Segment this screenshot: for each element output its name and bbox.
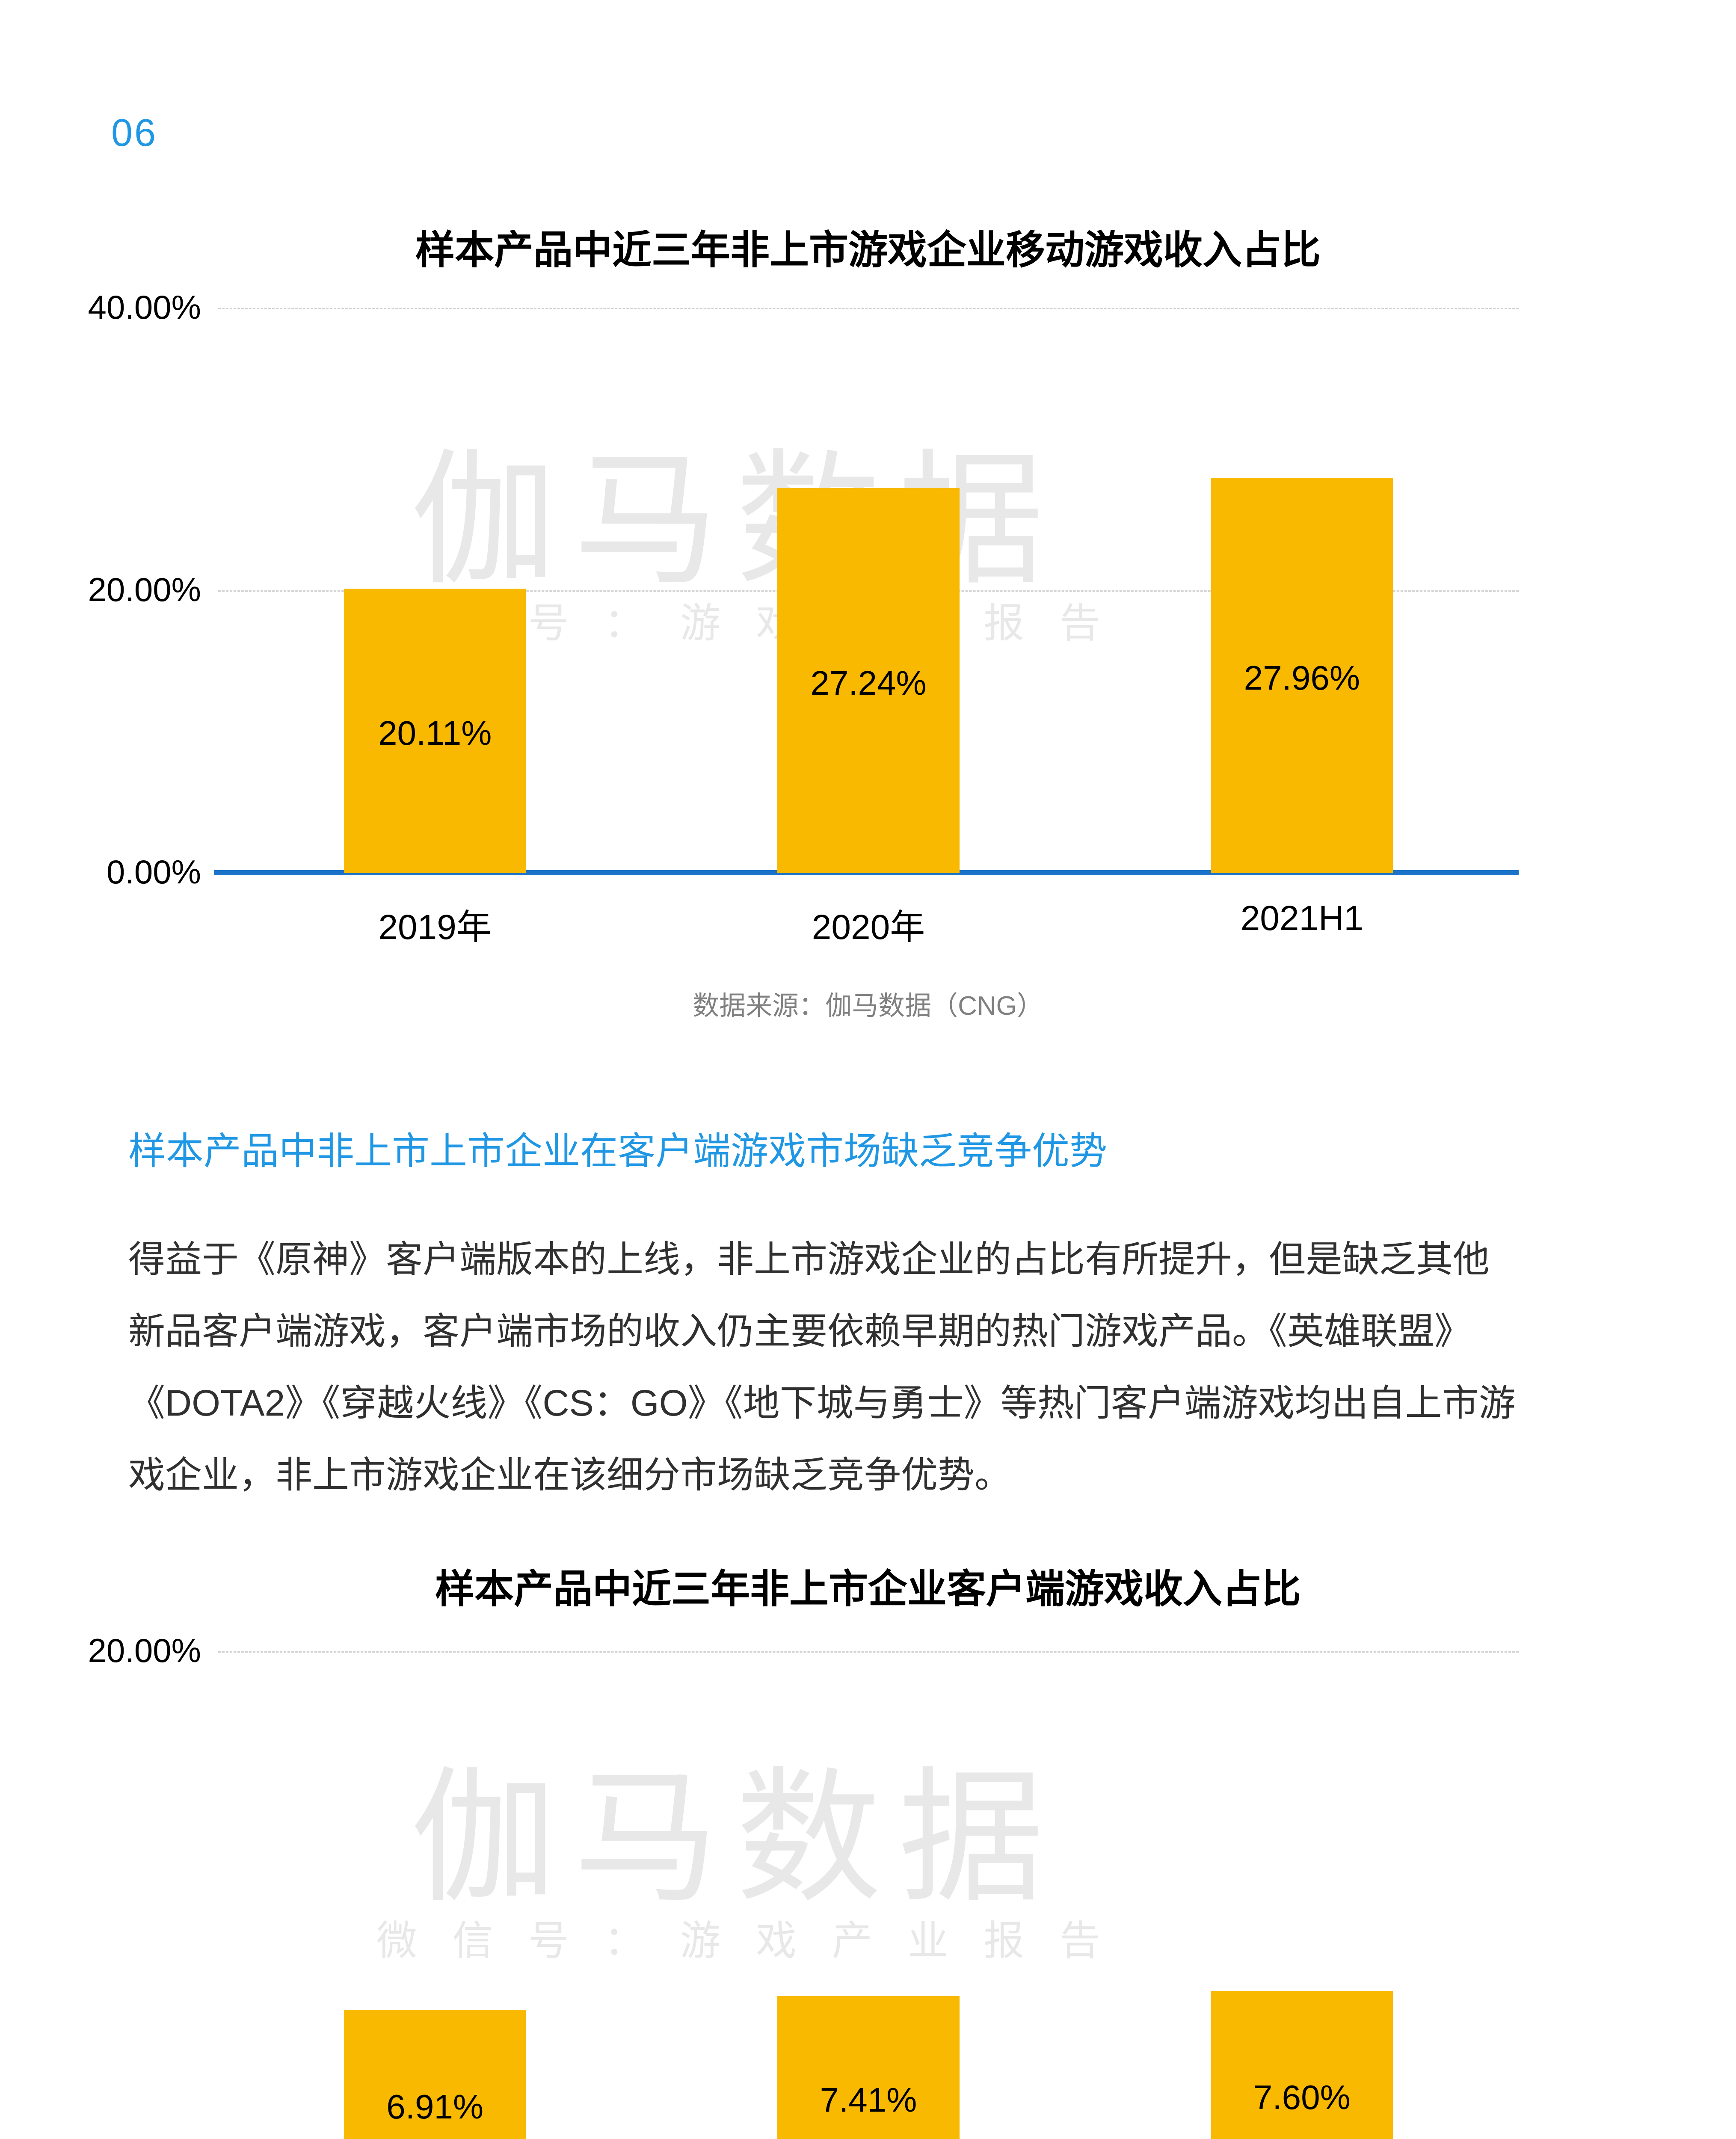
gridline [218,308,1519,309]
chart2-plot: 0.00%20.00%6.91%2019年7.41%2020年7.60%2021… [218,1651,1519,2139]
bar-value-label: 7.60% [1216,2078,1387,2117]
page-number: 06 [111,111,157,155]
section-body: 得益于《原神》客户端版本的上线，非上市游戏企业的占比有所提升，但是缺乏其他新品客… [128,1224,1519,1511]
chart1-data-source: 数据来源：伽马数据（CNG） [0,984,1736,1022]
bar-value-label: 20.11% [350,714,521,753]
xtick-label: 2021H1 [1173,898,1430,939]
xtick-label: 2019年 [307,898,563,949]
bar-value-label: 7.41% [783,2080,954,2120]
gridline [218,1651,1519,1653]
chart2-title: 样本产品中近三年非上市企业客户端游戏收入占比 [0,1557,1736,1614]
xtick-label: 2020年 [740,898,997,949]
ytick-label: 20.00% [30,570,201,609]
ytick-label: 0.00% [30,853,201,892]
bar-value-label: 27.24% [783,664,954,703]
chart1-title: 样本产品中近三年非上市游戏企业移动游戏收入占比 [0,218,1736,275]
ytick-label: 20.00% [30,1631,201,1670]
chart1-plot: 0.00%20.00%40.00%20.11%2019年27.24%2020年2… [218,308,1519,873]
bar-value-label: 6.91% [350,2087,521,2127]
ytick-label: 40.00% [30,288,201,327]
bar-value-label: 27.96% [1216,658,1387,698]
section-heading: 样本产品中非上市上市企业在客户端游戏市场缺乏竞争优势 [128,1121,1107,1175]
